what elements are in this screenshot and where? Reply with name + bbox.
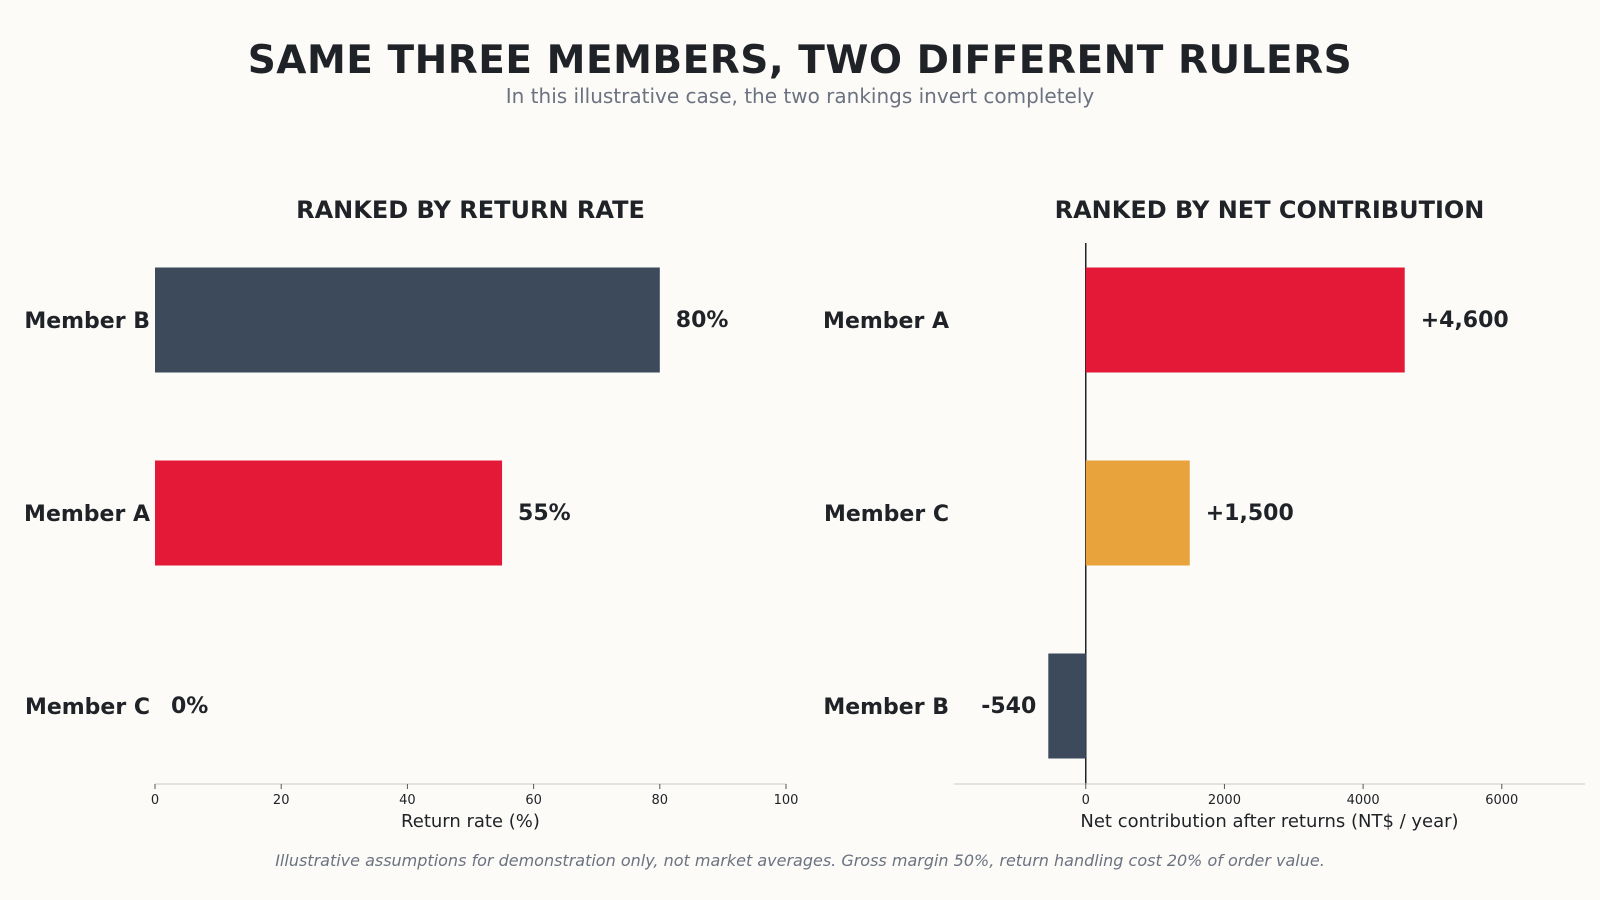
x-tick-label: 2000 (1208, 793, 1241, 808)
chart-main-title: SAME THREE MEMBERS, TWO DIFFERENT RULERS (247, 38, 1353, 83)
x-axis-label: Net contribution after returns (NT$ / ye… (1080, 811, 1458, 832)
x-tick-label: 20 (273, 793, 290, 808)
value-label: 80% (676, 308, 729, 333)
x-tick-label: 100 (774, 793, 799, 808)
net-contribution-panel: RANKED BY NET CONTRIBUTION Member A +4,600… (823, 196, 1585, 832)
bar-member-b (1048, 653, 1086, 759)
x-tick-label: 0 (1082, 793, 1090, 808)
value-label: +4,600 (1421, 308, 1509, 333)
x-tick-label: 40 (399, 793, 416, 808)
value-label: -540 (981, 694, 1036, 719)
panel-title: RANKED BY NET CONTRIBUTION (1055, 196, 1485, 224)
category-label: Member C (824, 502, 949, 527)
x-axis-label: Return rate (%) (401, 811, 540, 832)
x-tick-label: 60 (525, 793, 542, 808)
value-label: 55% (518, 501, 571, 526)
x-tick-label: 4000 (1347, 793, 1380, 808)
category-label: Member B (24, 309, 150, 334)
value-label: 0% (171, 694, 208, 719)
bar-member-c (1085, 460, 1190, 566)
bar-member-a (155, 460, 503, 566)
bar-member-a (1085, 267, 1405, 373)
panel-title: RANKED BY RETURN RATE (296, 196, 645, 224)
bar-member-b (155, 267, 660, 373)
chart-subtitle: In this illustrative case, the two ranki… (505, 84, 1095, 108)
return-rate-panel: RANKED BY RETURN RATE Member B 80% Member A… (24, 196, 798, 832)
category-label: Member B (823, 695, 949, 720)
x-tick-label: 6000 (1485, 793, 1518, 808)
category-label: Member C (25, 695, 150, 720)
footnote: Illustrative assumptions for demonstrati… (275, 851, 1325, 870)
value-label: +1,500 (1206, 501, 1294, 526)
category-label: Member A (24, 502, 150, 527)
category-label: Member A (823, 309, 949, 334)
x-tick-label: 80 (652, 793, 669, 808)
x-tick-label: 0 (151, 793, 159, 808)
